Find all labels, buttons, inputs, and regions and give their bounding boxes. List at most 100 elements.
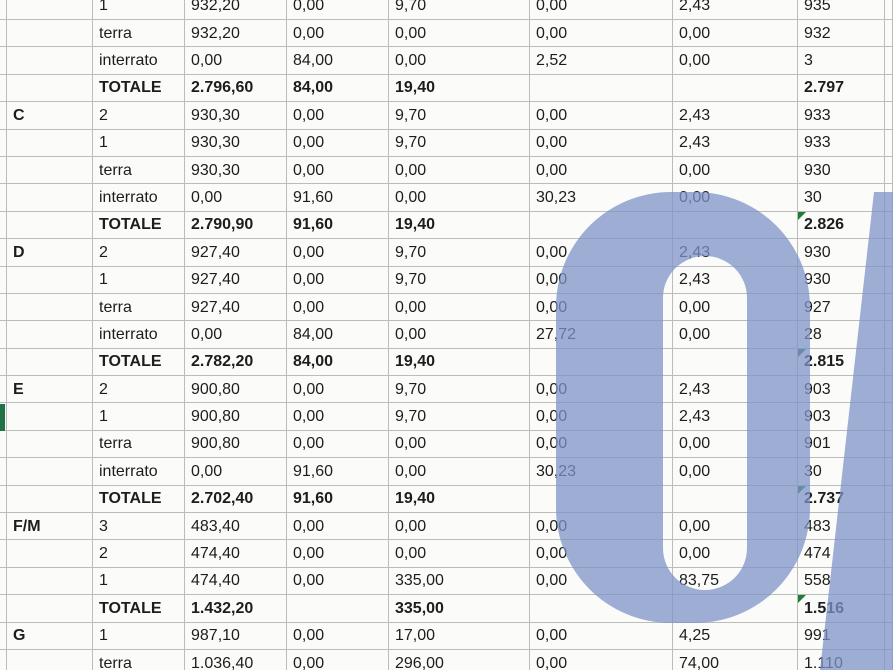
cell-value[interactable]: 900,80 [185, 376, 287, 403]
cell-value[interactable] [530, 212, 673, 239]
cell-value[interactable]: 987,10 [185, 623, 287, 650]
cell-floor[interactable]: TOTALE [93, 349, 185, 376]
cell-value[interactable]: 900,80 [185, 403, 287, 430]
cell-value[interactable]: 0,00 [530, 267, 673, 294]
cell-value[interactable]: 0,00 [673, 321, 798, 348]
cell-value[interactable]: 2.815 [798, 349, 885, 376]
cell-value[interactable]: 0,00 [287, 239, 389, 266]
cell-value[interactable]: 0,00 [389, 540, 530, 567]
cell-value[interactable]: 0,00 [287, 513, 389, 540]
cell-value[interactable]: 0,00 [530, 431, 673, 458]
cell-value[interactable]: 0,00 [287, 0, 389, 20]
cell-value[interactable]: 9,70 [389, 267, 530, 294]
cell-value[interactable]: 0,00 [530, 20, 673, 47]
cell-value[interactable]: 0,00 [287, 540, 389, 567]
cell-building[interactable] [7, 568, 93, 595]
cell-value[interactable]: 0,00 [287, 267, 389, 294]
cell-value[interactable]: 0,00 [287, 623, 389, 650]
cell-value[interactable]: 84,00 [287, 321, 389, 348]
cell-value[interactable]: 2.737 [798, 486, 885, 513]
cell-value[interactable]: 30 [798, 184, 885, 211]
cell-value[interactable]: 927,40 [185, 267, 287, 294]
cell-value[interactable]: 91,60 [287, 486, 389, 513]
cell-value[interactable]: 17,00 [389, 623, 530, 650]
cell-value[interactable]: 1.516 [798, 595, 885, 622]
cell-floor[interactable]: 3 [93, 513, 185, 540]
cell-value[interactable]: 474,40 [185, 540, 287, 567]
cell-value[interactable]: 930 [798, 157, 885, 184]
cell-value[interactable]: 483,40 [185, 513, 287, 540]
cell-value[interactable]: 0,00 [530, 157, 673, 184]
cell-building[interactable] [7, 540, 93, 567]
cell-value[interactable]: 2.796,60 [185, 75, 287, 102]
cell-value[interactable]: 19,40 [389, 75, 530, 102]
cell-floor[interactable]: 1 [93, 403, 185, 430]
cell-value[interactable]: 19,40 [389, 212, 530, 239]
cell-value[interactable]: 9,70 [389, 130, 530, 157]
cell-value[interactable]: 0,00 [673, 431, 798, 458]
cell-value[interactable]: 0,00 [287, 431, 389, 458]
cell-value[interactable]: 0,00 [530, 623, 673, 650]
cell-floor[interactable]: terra [93, 650, 185, 670]
cell-floor[interactable]: 1 [93, 130, 185, 157]
cell-value[interactable]: 0,00 [673, 47, 798, 74]
cell-building[interactable]: G [7, 623, 93, 650]
cell-value[interactable]: 30,23 [530, 184, 673, 211]
cell-value[interactable]: 0,00 [185, 184, 287, 211]
cell-value[interactable]: 84,00 [287, 47, 389, 74]
cell-value[interactable]: 935 [798, 0, 885, 20]
cell-value[interactable]: 933 [798, 102, 885, 129]
cell-value[interactable]: 927 [798, 294, 885, 321]
cell-value[interactable]: 19,40 [389, 486, 530, 513]
cell-building[interactable] [7, 486, 93, 513]
cell-building[interactable] [7, 47, 93, 74]
cell-value[interactable]: 0,00 [287, 294, 389, 321]
cell-value[interactable] [530, 486, 673, 513]
cell-floor[interactable]: interrato [93, 321, 185, 348]
cell-value[interactable]: 0,00 [389, 20, 530, 47]
cell-floor[interactable]: interrato [93, 47, 185, 74]
cell-value[interactable]: 0,00 [530, 0, 673, 20]
cell-floor[interactable]: interrato [93, 184, 185, 211]
cell-value[interactable]: 2,43 [673, 239, 798, 266]
cell-value[interactable] [530, 75, 673, 102]
cell-value[interactable]: 0,00 [389, 294, 530, 321]
cell-value[interactable]: 930 [798, 239, 885, 266]
cell-value[interactable]: 2,52 [530, 47, 673, 74]
cell-value[interactable]: 91,60 [287, 184, 389, 211]
cell-value[interactable]: 991 [798, 623, 885, 650]
cell-value[interactable]: 0,00 [530, 513, 673, 540]
cell-value[interactable]: 19,40 [389, 349, 530, 376]
cell-value[interactable]: 296,00 [389, 650, 530, 670]
cell-building[interactable] [7, 294, 93, 321]
cell-value[interactable]: 28 [798, 321, 885, 348]
cell-value[interactable]: 2.797 [798, 75, 885, 102]
cell-value[interactable] [673, 349, 798, 376]
cell-value[interactable]: 0,00 [530, 376, 673, 403]
cell-value[interactable] [673, 75, 798, 102]
cell-value[interactable]: 0,00 [287, 568, 389, 595]
cell-value[interactable]: 903 [798, 403, 885, 430]
cell-floor[interactable]: 2 [93, 239, 185, 266]
cell-value[interactable]: 0,00 [389, 458, 530, 485]
cell-value[interactable]: 0,00 [530, 102, 673, 129]
cell-value[interactable] [530, 349, 673, 376]
cell-value[interactable]: 932,20 [185, 20, 287, 47]
cell-value[interactable]: 932,20 [185, 0, 287, 20]
cell-value[interactable]: 0,00 [287, 20, 389, 47]
cell-value[interactable]: 474,40 [185, 568, 287, 595]
cell-building[interactable] [7, 650, 93, 670]
cell-value[interactable]: 901 [798, 431, 885, 458]
cell-value[interactable]: 930,30 [185, 102, 287, 129]
cell-floor[interactable]: 1 [93, 0, 185, 20]
cell-value[interactable]: 0,00 [530, 568, 673, 595]
cell-value[interactable]: 91,60 [287, 458, 389, 485]
cell-building[interactable] [7, 403, 93, 430]
cell-floor[interactable]: TOTALE [93, 486, 185, 513]
cell-value[interactable]: 1.036,40 [185, 650, 287, 670]
cell-value[interactable]: 9,70 [389, 403, 530, 430]
cell-value[interactable]: 9,70 [389, 239, 530, 266]
cell-value[interactable]: 3 [798, 47, 885, 74]
cell-value[interactable]: 0,00 [530, 130, 673, 157]
cell-value[interactable]: 0,00 [673, 513, 798, 540]
